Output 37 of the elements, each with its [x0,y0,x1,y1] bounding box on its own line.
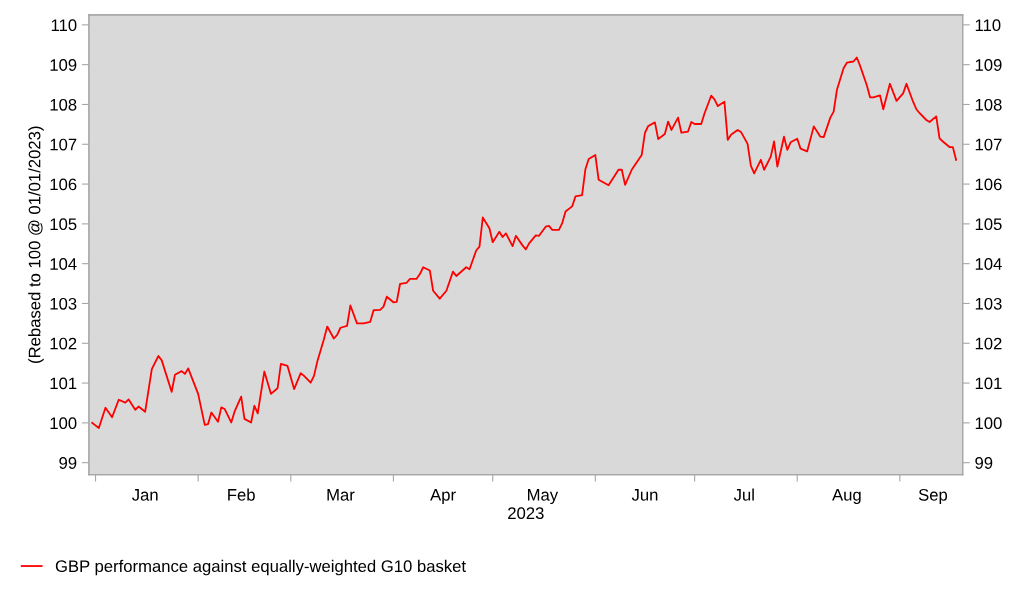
x-tick-label: Jul [733,488,754,501]
y-tick-label: 102 [50,337,77,350]
x-tick-label: Jun [631,489,658,501]
x-tick-label: Feb [228,488,255,501]
x-tick-label: Mar [327,489,355,501]
y-axis-title: (Rebased to 100 @ 01/01/2023) [28,126,44,363]
y2-tick-label: 107 [975,138,1002,151]
y2-tick-label: 110 [975,19,1001,32]
x-axis-title: 2023 [508,507,544,520]
y-tick-label: 108 [50,98,77,111]
y2-tick-label: 100 [975,417,1002,430]
y-tick-label: 109 [50,59,77,71]
y-tick-label: 103 [50,297,77,310]
y2-tick-label: 99 [975,457,993,469]
y-tick-label: 110 [51,19,77,32]
y2-tick-label: 101 [975,377,1002,390]
y-tick-label: 100 [50,417,77,430]
y-tick-label: 105 [50,218,77,231]
y2-tick-label: 106 [975,178,1002,191]
x-tick-label: Sep [918,488,948,505]
y-tick-label: 104 [50,258,77,270]
y2-tick-label: 103 [975,297,1002,310]
x-tick-label: Apr [430,489,456,505]
y2-tick-label: 105 [975,218,1002,231]
y2-tick-label: 102 [975,337,1002,350]
y-tick-label: 101 [50,377,77,390]
y-tick-label: 99 [59,457,77,469]
y2-tick-label: 109 [975,59,1002,71]
line-series [91,56,958,429]
y-tick-label: 106 [50,178,77,191]
y2-tick-label: 108 [975,98,1002,111]
x-tick-label: Jan [132,489,158,501]
legend-label: GBP performance against equally-weighted G10 basket [55,559,466,576]
y2-tick-label: 104 [975,258,1002,270]
x-tick-label: Aug [832,489,861,505]
y-tick-label: 107 [50,138,77,151]
x-tick-label: May [527,489,559,505]
